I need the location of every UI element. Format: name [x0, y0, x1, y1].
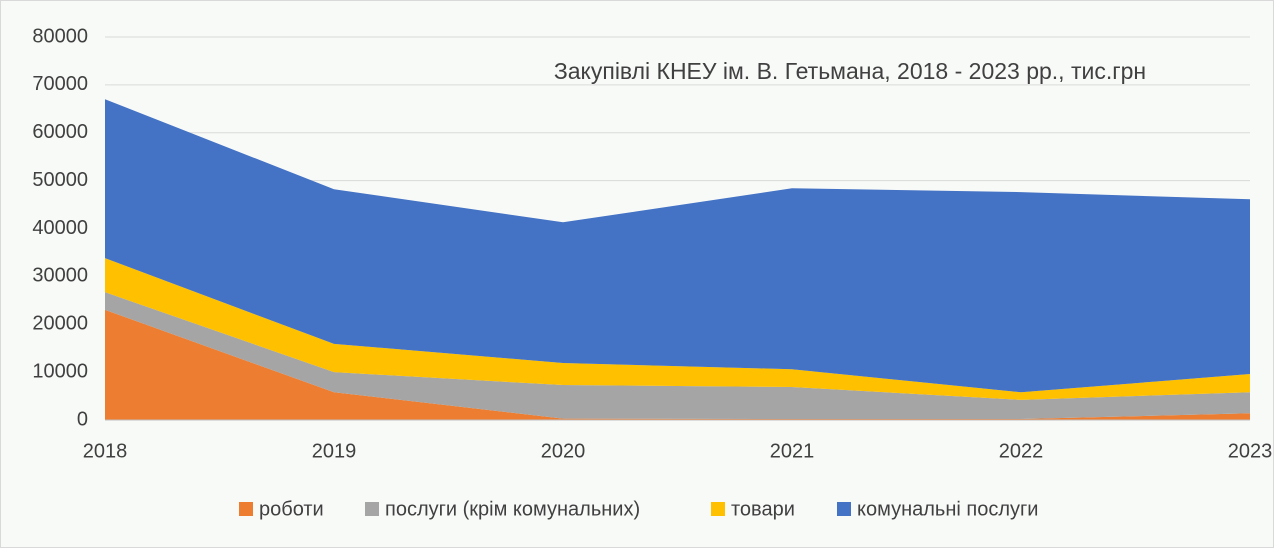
legend-label: роботи	[259, 498, 324, 520]
legend-swatch	[711, 502, 725, 516]
area	[105, 292, 1250, 420]
chart-title: Закупівлі КНЕУ ім. В. Гетьмана, 2018 - 2…	[554, 58, 1146, 84]
y-tick-label: 60000	[32, 121, 88, 143]
x-tick-label: 2019	[312, 440, 357, 462]
legend-label: товари	[731, 498, 795, 520]
area	[105, 309, 1250, 420]
area	[105, 99, 1250, 393]
x-tick-label: 2022	[999, 440, 1044, 462]
y-tick-label: 30000	[32, 265, 88, 287]
legend-label: послуги (крім комунальних)	[385, 498, 640, 520]
legend-label: комунальні послуги	[857, 498, 1038, 520]
y-tick-label: 70000	[32, 73, 88, 95]
x-tick-label: 2021	[770, 440, 815, 462]
legend-swatch	[837, 502, 851, 516]
y-tick-label: 20000	[32, 313, 88, 335]
area	[105, 258, 1250, 400]
legend-swatch	[365, 502, 379, 516]
x-tick-label: 2020	[541, 440, 586, 462]
x-tick-label: 2018	[83, 440, 128, 462]
legend-swatch	[239, 502, 253, 516]
y-tick-label: 0	[77, 408, 88, 430]
y-tick-label: 10000	[32, 360, 88, 382]
y-tick-label: 40000	[32, 217, 88, 239]
x-tick-label: 2023	[1228, 440, 1273, 462]
y-tick-label: 50000	[32, 169, 88, 191]
y-tick-label: 80000	[32, 25, 88, 47]
